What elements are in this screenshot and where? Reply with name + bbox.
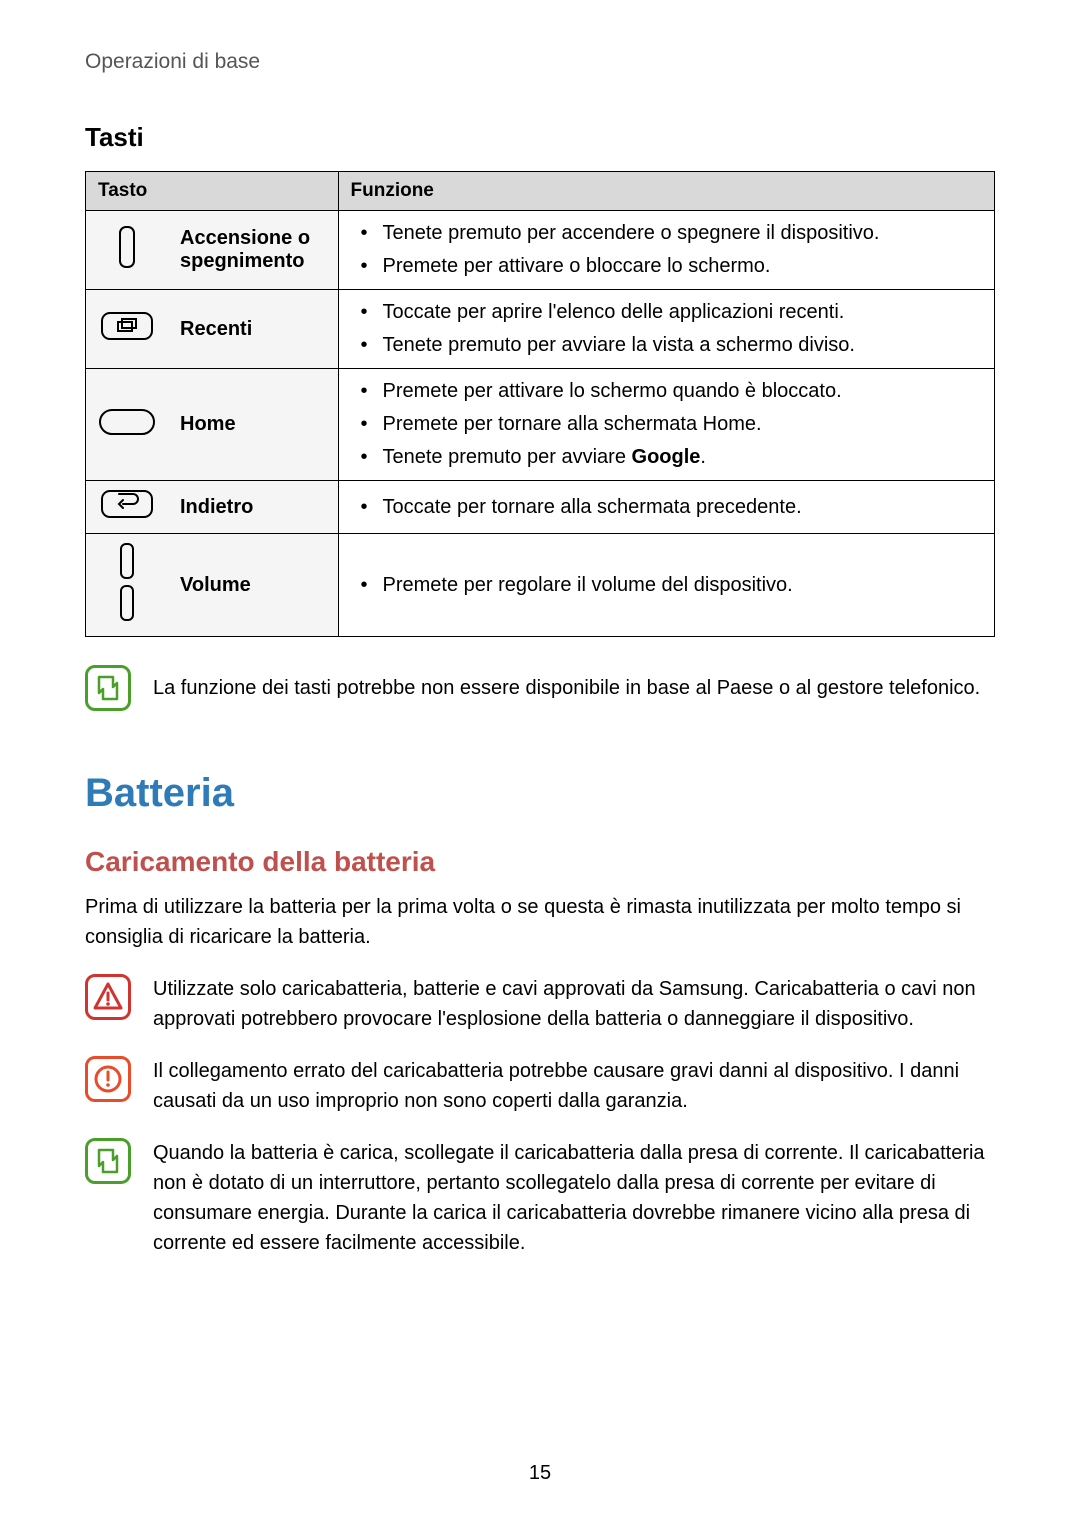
warning-note: Utilizzate solo caricabatteria, batterie… — [85, 974, 995, 1034]
key-function: Premete per attivare o bloccare lo scher… — [361, 250, 983, 283]
info-icon — [85, 665, 131, 711]
keys-heading: Tasti — [85, 122, 995, 153]
key-function: Premete per tornare alla schermata Home. — [361, 408, 983, 441]
key-label: Recenti — [168, 290, 338, 369]
info-note: Quando la batteria è carica, scollegate … — [85, 1138, 995, 1258]
key-function: Toccate per aprire l'elenco delle applic… — [361, 296, 983, 329]
key-label: Home — [168, 369, 338, 481]
caution-icon — [85, 1056, 131, 1102]
power-key-icon — [86, 211, 169, 290]
key-function: Tenete premuto per accendere o spegnere … — [361, 217, 983, 250]
key-label: Accensione o spegnimento — [168, 211, 338, 290]
table-header-key: Tasto — [86, 172, 339, 211]
breadcrumb: Operazioni di base — [85, 50, 995, 74]
key-function: Toccate per tornare alla schermata prece… — [361, 491, 983, 524]
key-label: Volume — [168, 534, 338, 637]
note-text: Quando la batteria è carica, scollegate … — [153, 1138, 995, 1258]
page-number: 15 — [0, 1462, 1080, 1485]
charging-heading: Caricamento della batteria — [85, 846, 995, 878]
recents-key-icon — [86, 290, 169, 369]
info-icon — [85, 1138, 131, 1184]
key-function: Tenete premuto per avviare Google. — [361, 441, 983, 474]
note-text: La funzione dei tasti potrebbe non esser… — [153, 673, 980, 703]
note-text: Utilizzate solo caricabatteria, batterie… — [153, 974, 995, 1034]
table-row: Volume Premete per regolare il volume de… — [86, 534, 995, 637]
back-key-icon — [86, 481, 169, 534]
battery-heading: Batteria — [85, 771, 995, 816]
key-function: Tenete premuto per avviare la vista a sc… — [361, 329, 983, 362]
table-header-function: Funzione — [338, 172, 995, 211]
table-row: Indietro Toccate per tornare alla scherm… — [86, 481, 995, 534]
table-row: Recenti Toccate per aprire l'elenco dell… — [86, 290, 995, 369]
volume-key-icon — [86, 534, 169, 637]
table-row: Accensione o spegnimento Tenete premuto … — [86, 211, 995, 290]
key-function: Premete per regolare il volume del dispo… — [361, 569, 983, 602]
info-note: La funzione dei tasti potrebbe non esser… — [85, 665, 995, 711]
caution-note: Il collegamento errato del caricabatteri… — [85, 1056, 995, 1116]
key-label: Indietro — [168, 481, 338, 534]
keys-table: Tasto Funzione Accensione o spegnimento … — [85, 171, 995, 637]
key-function: Premete per attivare lo schermo quando è… — [361, 375, 983, 408]
note-text: Il collegamento errato del caricabatteri… — [153, 1056, 995, 1116]
home-key-icon — [86, 369, 169, 481]
intro-paragraph: Prima di utilizzare la batteria per la p… — [85, 892, 995, 952]
table-row: Home Premete per attivare lo schermo qua… — [86, 369, 995, 481]
warning-icon — [85, 974, 131, 1020]
